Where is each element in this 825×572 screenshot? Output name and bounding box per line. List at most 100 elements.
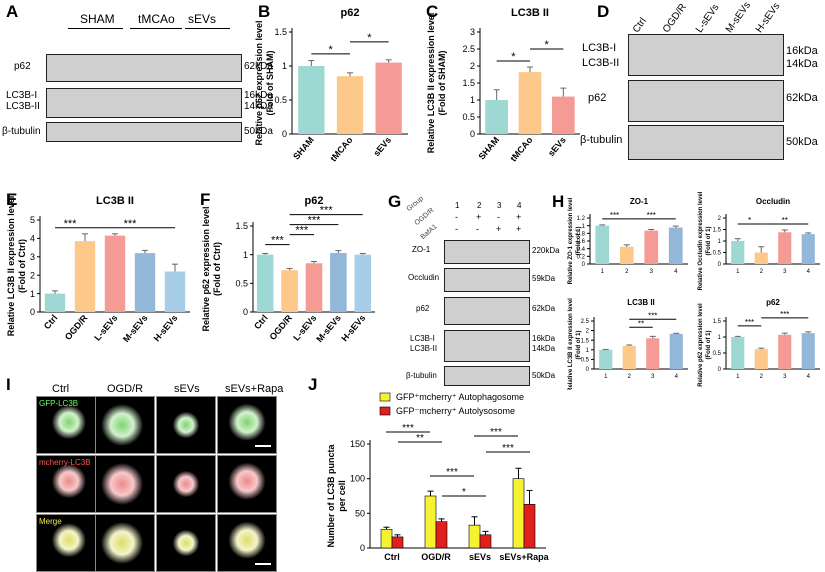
y-tick-label: 1 — [718, 239, 722, 245]
bar — [801, 234, 815, 264]
y-tick-label: 0.4 — [577, 247, 586, 253]
ogdr-sign: - — [455, 212, 458, 222]
y-tick-label: 150 — [350, 439, 365, 449]
significance-label: *** — [490, 427, 502, 438]
imaging-col-label: OGD/R — [107, 383, 144, 395]
chart-title: p62 — [305, 195, 324, 207]
kda-label: 50kDa — [244, 126, 273, 137]
bar — [552, 96, 575, 134]
bar — [164, 271, 186, 312]
row-label: ZO-1 — [412, 245, 431, 254]
y-axis-label-line: (Fold of 1) — [706, 227, 712, 256]
chart-title: ZO-1 — [630, 197, 649, 206]
y-axis-label-line: (Fold of Ctrl) — [212, 242, 222, 296]
blot-band-p62 — [46, 54, 242, 82]
lane-number: 2 — [477, 201, 482, 210]
bafa1-sign: - — [455, 224, 458, 234]
chart-title: LC3B II — [96, 195, 134, 207]
chart-title: LC3B II — [511, 7, 549, 19]
y-axis-label: Number of LC3B puncta per cell — [326, 444, 347, 548]
y-tick-label: 2 — [30, 270, 35, 280]
significance-label: *** — [64, 218, 78, 230]
blot-band-p62 — [628, 80, 784, 122]
row-label: LC3B-I — [582, 42, 617, 54]
y-tick-label: 3 — [30, 252, 35, 262]
row-label: LC3B-II — [410, 344, 438, 353]
kda-label: 16kDa — [532, 334, 556, 343]
significance-label: *** — [647, 211, 656, 220]
y-tick-label: 100 — [350, 474, 365, 484]
bar — [391, 536, 404, 549]
kda-label: 62kDa — [532, 304, 556, 313]
x-tick-label: sEVs — [469, 552, 491, 562]
lane-number: 4 — [517, 201, 522, 210]
kda-label: 62kDa — [786, 92, 818, 104]
ogdr-sign: + — [476, 212, 482, 222]
significance-label: *** — [446, 467, 458, 478]
bar — [485, 100, 508, 134]
x-tick-label: M-sEVs — [121, 313, 150, 344]
row-label: p62 — [416, 304, 430, 313]
bar — [281, 270, 298, 312]
group-line — [185, 28, 230, 29]
y-axis-label-line: Relative p62 expression level — [254, 20, 264, 145]
microscopy-image — [217, 396, 277, 454]
row-label: Group — [405, 195, 425, 213]
microscopy-image — [217, 455, 277, 513]
ogdr-sign: - — [497, 212, 500, 222]
bar — [754, 252, 768, 264]
kda-label: 59kDa — [532, 274, 556, 283]
bar — [731, 337, 745, 369]
y-axis-label: Relative ZO-1 expression level (Fold of 1… — [568, 197, 582, 284]
panel-label-c: C — [426, 2, 439, 21]
y-tick-label: 0 — [360, 543, 365, 553]
group-label: M-sEVs — [723, 0, 754, 36]
row-label: LC3B-II — [6, 101, 40, 112]
bar — [424, 495, 437, 549]
y-tick-label: 0.5 — [581, 358, 590, 364]
chart-h2: Occludin 0 0.5 1 1.5 2 Relative Occludin expre… — [698, 191, 820, 290]
kda-label: 14kDa — [786, 58, 818, 70]
y-tick-label: 0 — [30, 307, 35, 317]
bar — [298, 66, 325, 134]
x-tick-label: 4 — [674, 269, 678, 275]
bar — [731, 241, 745, 264]
y-tick-label: 1 — [718, 335, 722, 341]
panel-label-a: A — [6, 2, 19, 21]
x-tick-label: OGD/R — [267, 312, 294, 341]
y-tick-label: 1.5 — [462, 78, 475, 88]
group-label: H-sEVs — [753, 0, 783, 35]
row-label: p62 — [588, 92, 607, 104]
y-tick-label: 2 — [470, 61, 475, 71]
x-tick-label: 2 — [628, 374, 632, 380]
bar — [256, 254, 274, 312]
y-axis-label: Relative LC3B II expression level (Fold o… — [426, 13, 447, 154]
x-tick-label: 1 — [604, 374, 608, 380]
group-label: OGD/R — [660, 1, 689, 36]
y-tick-label: 0.5 — [274, 95, 287, 105]
group-label: sEVs — [188, 12, 217, 26]
microscopy-image — [95, 455, 155, 513]
y-tick-label: 2.5 — [581, 319, 590, 325]
bar — [599, 349, 613, 369]
microscopy-image: Merge — [36, 514, 96, 572]
y-tick-label: 1 — [243, 250, 248, 260]
x-tick-label: tMCAo — [328, 134, 355, 163]
group-line — [68, 28, 123, 29]
group-label: Ctrl — [630, 15, 649, 35]
bar — [468, 524, 481, 549]
y-axis-label-line: (Fold of Ctrl) — [17, 239, 27, 293]
bar — [801, 333, 815, 369]
y-axis-label: Relative LC3B II expression level (Fold o… — [6, 196, 27, 337]
y-tick-label: 1 — [582, 224, 586, 230]
x-tick-label: 4 — [807, 269, 811, 275]
panel-label-h: H — [552, 192, 565, 211]
significance-label: * — [511, 51, 516, 63]
y-tick-label: 0.5 — [713, 251, 722, 257]
x-tick-label: sEVs — [546, 135, 568, 158]
bafa1-sign: - — [476, 224, 479, 234]
y-axis-label: Relative Occludin expression level (Fold … — [698, 191, 712, 290]
panel-label-d: D — [597, 2, 610, 21]
lane-number: 3 — [497, 201, 502, 210]
